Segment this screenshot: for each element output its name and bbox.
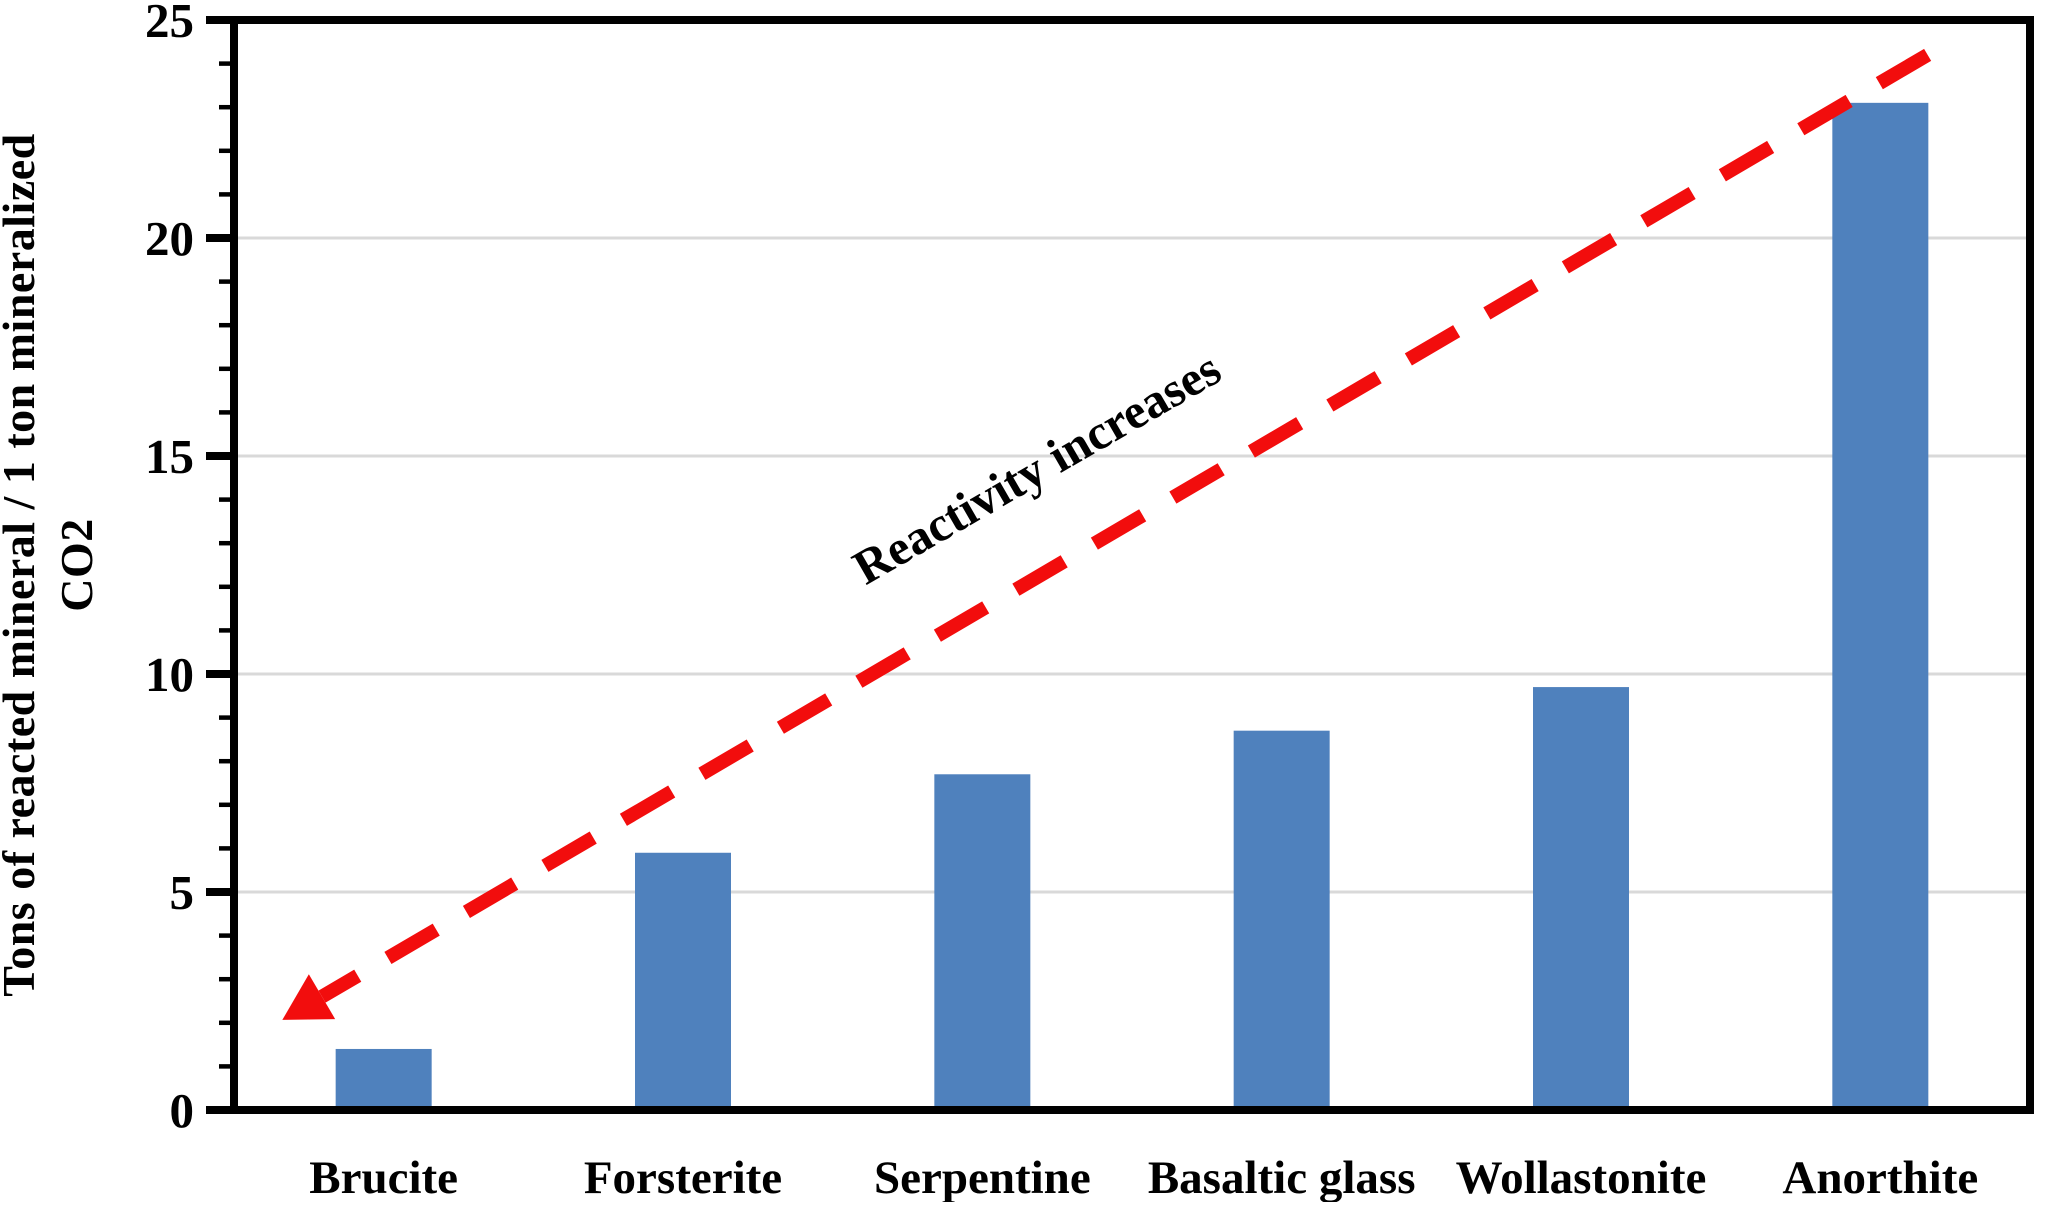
reactivity-increases-annotation: Reactivity increases <box>844 341 1230 596</box>
x-tick-label-serpentine: Serpentine <box>874 1152 1091 1202</box>
y-tick-label-15: 15 <box>145 429 194 484</box>
bar-wollastonite <box>1533 687 1629 1110</box>
x-tick-label-forsterite: Forsterite <box>584 1152 782 1202</box>
bar-brucite <box>335 1048 432 1110</box>
y-tick-label-0: 0 <box>170 1083 195 1138</box>
x-tick-label-basaltic-glass: Basaltic glass <box>1148 1152 1416 1202</box>
y-axis-title-line1: Tons of reacted mineral / 1 ton minerali… <box>0 133 44 996</box>
arrowhead <box>282 974 336 1020</box>
y-tick-label-10: 10 <box>145 647 194 702</box>
gridlines-layer <box>238 236 2026 894</box>
y-tick-label-5: 5 <box>170 865 195 920</box>
x-tick-label-anorthite: Anorthite <box>1782 1152 1978 1202</box>
bar-serpentine <box>934 774 1031 1110</box>
bar-forsterite <box>635 852 731 1110</box>
y-tick-label-25: 25 <box>145 0 194 48</box>
x-tick-label-wollastonite: Wollastonite <box>1456 1152 1707 1202</box>
tick-labels-layer: 0 5 10 15 20 25 Brucite Forsterite Serpentine Bas… <box>145 0 1978 1204</box>
bars-layer <box>335 102 1929 1111</box>
reactivity-trend-dashed-line <box>318 48 1932 1003</box>
bar-anorthite <box>1832 102 1929 1111</box>
plot-border <box>230 16 2034 1114</box>
x-tick-label-brucite: Brucite <box>309 1152 458 1202</box>
axes-layer <box>206 16 2034 1114</box>
trend-arrow-layer <box>282 48 1932 1020</box>
y-axis-title-line2: CO2 <box>51 518 102 612</box>
y-tick-label-20: 20 <box>145 211 194 266</box>
bar-basaltic-glass <box>1233 730 1330 1110</box>
